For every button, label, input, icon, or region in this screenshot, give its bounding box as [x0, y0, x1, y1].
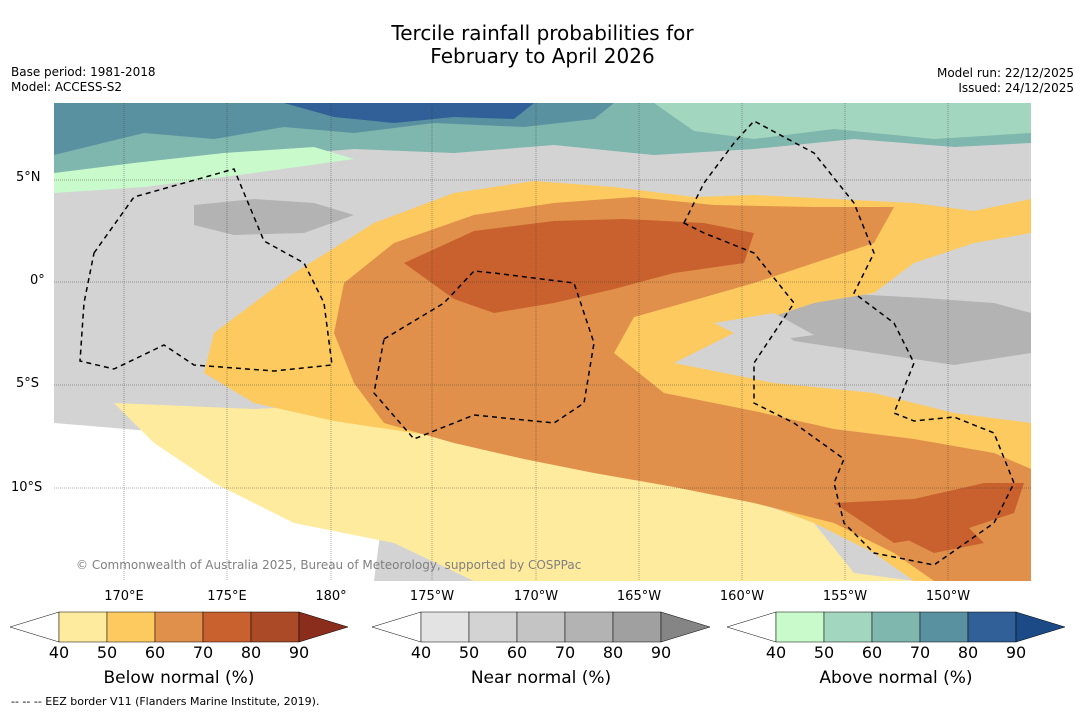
cbar-near-swatch-2	[468, 611, 518, 643]
model-name: Model: ACCESS-S2	[11, 80, 123, 94]
cbar-above-tick-90: 90	[1005, 643, 1027, 662]
cbar-above-swatch-6	[1015, 611, 1066, 643]
above-normal-region-north-darkest	[284, 103, 534, 123]
cbar-above-swatch-0	[727, 611, 777, 643]
cbar-near-tick-40: 40	[410, 643, 432, 662]
rainfall-probability-map	[54, 103, 1031, 581]
lon-label-175e: 175°E	[207, 589, 247, 604]
map-title: Tercile rainfall probabilities for Febru…	[0, 22, 1085, 68]
issued-date: Issued: 24/12/2025	[958, 81, 1074, 95]
lat-label-10s: 10°S	[11, 480, 43, 495]
model-run: Model run: 22/12/2025	[936, 66, 1074, 80]
cbar-above-swatch-3	[871, 611, 921, 643]
colorbar-near-normal	[372, 611, 711, 643]
near-normal-patch-east-2	[714, 313, 814, 343]
below-normal-40-region	[114, 403, 914, 581]
copyright-notice: © Commonwealth of Australia 2025, Bureau…	[76, 558, 582, 572]
cbar-near-swatch-1	[420, 611, 470, 643]
cbar-above-swatch-2	[823, 611, 873, 643]
lat-label-5s: 5°S	[16, 376, 40, 391]
cbar-near-swatch-3	[516, 611, 566, 643]
cbar-near-swatch-5	[612, 611, 662, 643]
cbar-near-tick-70: 70	[554, 643, 576, 662]
cbar-below-swatch-5	[250, 611, 300, 643]
cbar-below-tick-60: 60	[144, 643, 166, 662]
above-normal-region-north-light	[654, 103, 1031, 139]
colorbar-title-above-normal: Above normal (%)	[819, 668, 973, 688]
cbar-below-tick-50: 50	[96, 643, 118, 662]
near-normal-patch-east	[754, 293, 1031, 365]
lon-label-155w: 155°W	[822, 589, 868, 604]
lon-label-180: 180°	[315, 589, 347, 604]
eez-border-west	[79, 168, 333, 372]
cbar-above-swatch-4	[919, 611, 969, 643]
lon-label-170w: 170°W	[513, 589, 559, 604]
cbar-below-swatch-2	[106, 611, 156, 643]
title-line-2: February to April 2026	[430, 44, 655, 68]
cbar-near-swatch-0	[372, 611, 422, 643]
cbar-below-swatch-6	[298, 611, 349, 643]
cbar-above-tick-50: 50	[813, 643, 835, 662]
below-normal-70-region	[404, 219, 754, 313]
colorbar-above-normal	[727, 611, 1066, 643]
cbar-above-tick-60: 60	[861, 643, 883, 662]
cbar-below-swatch-0	[10, 611, 60, 643]
cbar-near-tick-90: 90	[650, 643, 672, 662]
lat-label-0: 0°	[30, 273, 45, 288]
above-normal-region-north-lightest	[54, 147, 354, 193]
cbar-below-swatch-1	[58, 611, 108, 643]
lon-label-165w: 165°W	[616, 589, 662, 604]
base-period: Base period: 1981-2018	[11, 65, 156, 79]
near-normal-patch-west	[194, 199, 354, 235]
cbar-below-swatch-4	[202, 611, 252, 643]
cbar-near-tick-50: 50	[458, 643, 480, 662]
below-normal-70-region-southwest	[894, 503, 984, 553]
meta-left: Base period: 1981-2018 Model: ACCESS-S2	[11, 65, 156, 95]
cbar-near-swatch-4	[564, 611, 614, 643]
cbar-below-swatch-3	[154, 611, 204, 643]
cbar-above-swatch-5	[967, 611, 1017, 643]
graticule	[54, 103, 1031, 581]
title-line-1: Tercile rainfall probabilities for	[391, 21, 694, 45]
cbar-near-swatch-6	[660, 611, 711, 643]
cbar-above-tick-70: 70	[909, 643, 931, 662]
cbar-below-tick-90: 90	[288, 643, 310, 662]
cbar-below-tick-40: 40	[48, 643, 70, 662]
cbar-below-tick-70: 70	[192, 643, 214, 662]
eez-border-central	[373, 270, 595, 440]
cbar-near-tick-80: 80	[602, 643, 624, 662]
meta-right: Model run: 22/12/2025 Issued: 24/12/2025	[937, 66, 1074, 96]
colorbar-title-near-normal: Near normal (%)	[470, 668, 612, 688]
cbar-above-swatch-1	[775, 611, 825, 643]
cbar-above-tick-80: 80	[957, 643, 979, 662]
lon-label-160w: 160°W	[719, 589, 765, 604]
colorbar-title-below-normal: Below normal (%)	[103, 668, 255, 688]
cbar-below-tick-80: 80	[240, 643, 262, 662]
lon-label-170e: 170°E	[104, 589, 144, 604]
eez-borders	[79, 120, 1015, 566]
eez-footnote: -- -- -- EEZ border V11 (Flanders Marine…	[11, 695, 320, 708]
cbar-near-tick-60: 60	[506, 643, 528, 662]
lon-label-175w: 175°W	[409, 589, 455, 604]
cbar-above-tick-40: 40	[765, 643, 787, 662]
colorbar-below-normal	[10, 611, 349, 643]
lon-label-150w: 150°W	[925, 589, 971, 604]
lat-label-5n: 5°N	[16, 170, 41, 185]
